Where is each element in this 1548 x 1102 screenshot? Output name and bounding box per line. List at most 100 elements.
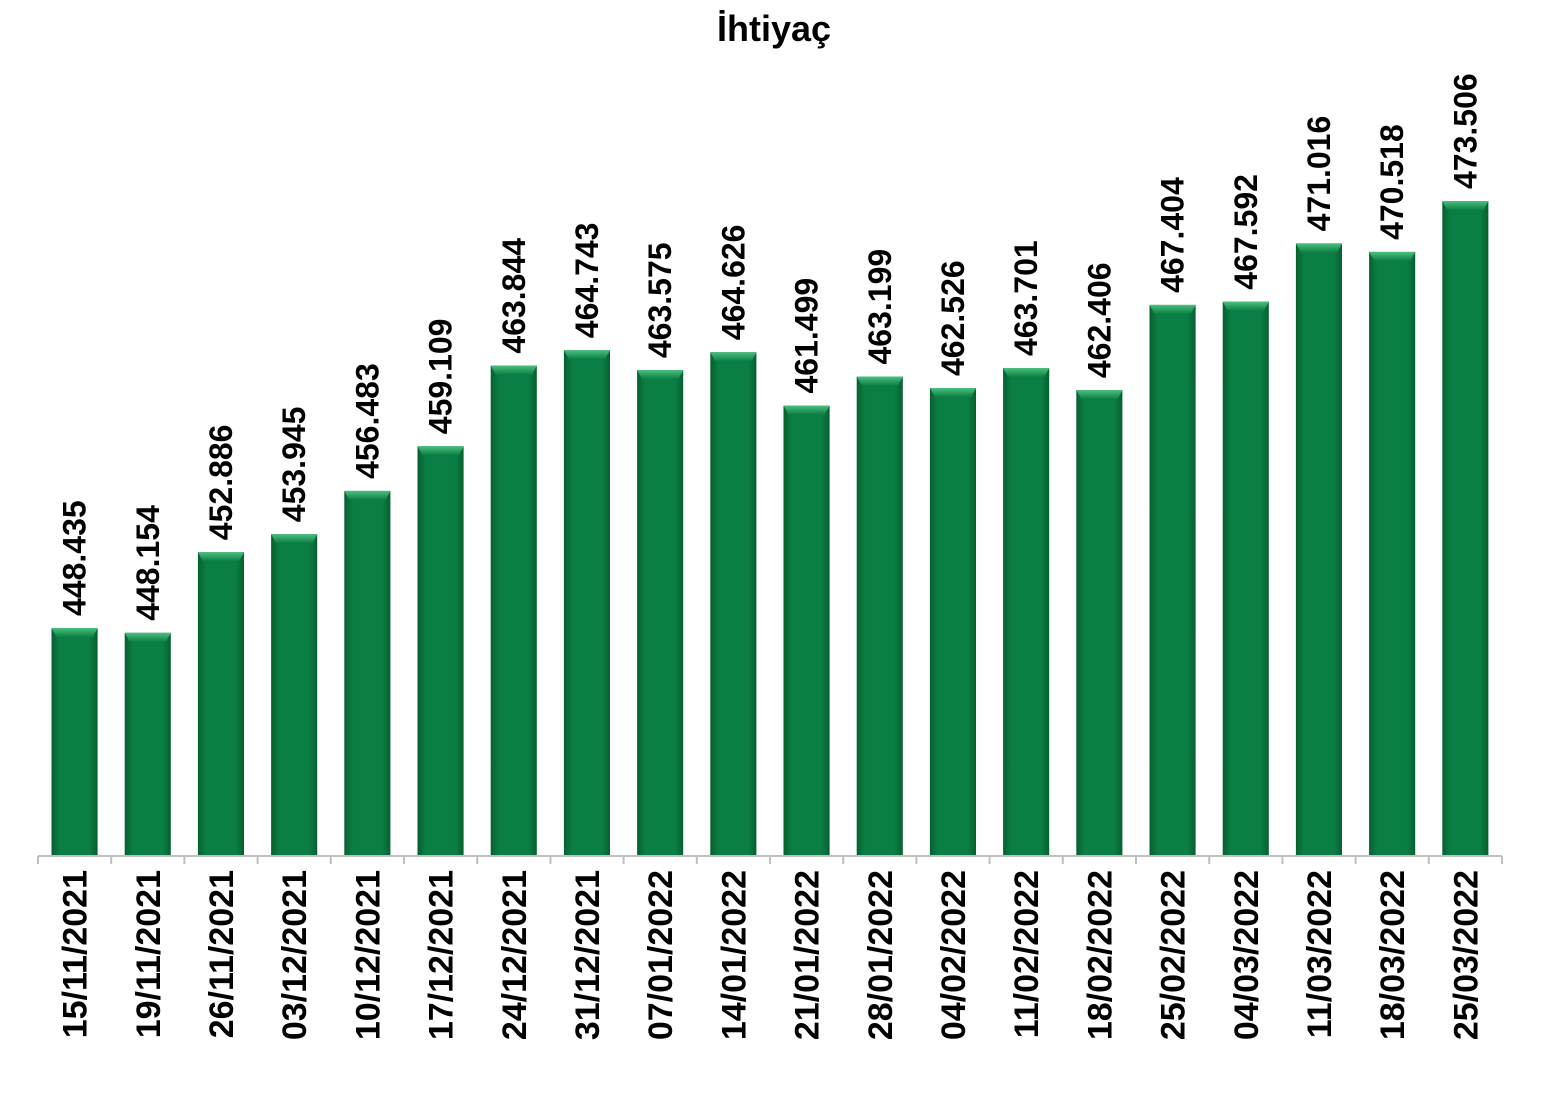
bar-13 [929,388,977,856]
value-label-17: 467.592 [1228,174,1264,290]
x-tick-label-13: 04/02/2022 [935,870,973,1040]
x-tick-label-2: 19/11/2021 [130,870,168,1038]
bar-8 [563,350,611,856]
bar-body [271,534,318,856]
x-tick-label-10: 14/01/2022 [715,870,753,1040]
bar-body [637,370,684,856]
value-label-13: 462.526 [935,260,971,376]
bar-1 [51,628,98,856]
bar-18 [1295,243,1343,856]
x-tick-label-4: 03/12/2021 [276,870,314,1040]
value-label-15: 462.406 [1081,262,1117,378]
bar-body [417,446,464,856]
bar-cap [344,490,391,500]
x-tick-label-9: 07/01/2022 [642,870,680,1040]
bar-4 [271,534,318,856]
bar-cap [490,365,537,375]
value-label-9: 463.575 [642,242,678,358]
bar-cap [124,632,171,642]
bar-19 [1369,251,1416,856]
bar-14 [1003,368,1050,856]
x-tick-label-1: 15/11/2021 [57,870,95,1038]
value-label-11: 461.499 [789,278,825,394]
value-label-12: 463.199 [862,249,898,365]
x-tick-label-18: 11/03/2022 [1301,870,1339,1038]
bar-12 [856,376,903,856]
bar-cap [1076,390,1123,400]
bar-body [344,490,391,856]
bar-body [783,405,830,856]
x-tick-label-11: 21/01/2022 [789,870,827,1040]
bar-body [1222,301,1269,856]
bar-cap [710,352,757,362]
bar-cap [1369,251,1416,261]
value-label-1: 448.435 [57,500,93,616]
value-label-5: 456.483 [349,363,385,479]
x-tick-label-12: 28/01/2022 [862,870,900,1040]
bar-6 [417,446,464,856]
value-label-18: 471.016 [1301,116,1337,232]
x-tick-labels: 15/11/2021 19/11/2021 26/11/2021 03/12/2021… [57,870,1486,1040]
bar-cap [1003,368,1050,377]
x-tick-label-8: 31/12/2021 [569,870,607,1040]
value-label-14: 463.701 [1008,240,1044,356]
bar-body [124,632,171,856]
bar-11 [783,405,830,856]
bar-16 [1149,304,1196,856]
bar-body [197,552,244,856]
bars-layer [51,201,1489,856]
x-tick-label-15: 18/02/2022 [1081,870,1119,1040]
x-tick-label-5: 10/12/2021 [349,870,387,1040]
bar-20 [1442,201,1489,856]
bar-10 [710,352,757,856]
bar-15 [1076,390,1123,856]
bar-cap [417,446,464,456]
bar-cap [856,376,903,386]
value-label-4: 453.945 [276,407,312,523]
value-label-7: 463.844 [496,238,532,354]
value-label-16: 467.404 [1155,177,1191,293]
bar-body [1295,243,1342,856]
x-tick-label-17: 04/03/2022 [1228,870,1266,1040]
bar-body [1003,368,1050,856]
bar-5 [344,490,391,856]
x-axis [37,855,1503,864]
chart-title: İhtiyaç [716,8,832,49]
x-tick-label-6: 17/12/2021 [423,870,461,1040]
bar-17 [1222,301,1269,856]
bar-body [1369,251,1416,856]
value-label-10: 464.626 [715,225,751,341]
bar-2 [124,632,171,856]
value-label-8: 464.743 [569,223,605,339]
bar-cap [1149,304,1196,314]
value-label-19: 470.518 [1374,124,1410,240]
bar-body [1076,390,1123,856]
bar-body [1149,304,1196,856]
value-label-3: 452.886 [203,425,239,541]
bar-body [856,376,903,856]
bar-body [563,350,610,856]
bar-cap [929,388,977,397]
bar-body [710,352,757,856]
value-label-6: 459.109 [423,319,459,435]
bar-cap [1442,201,1489,210]
bar-body [490,365,537,856]
value-label-2: 448.154 [130,505,166,621]
bar-9 [637,370,684,856]
bar-cap [1295,243,1343,253]
bar-body [51,628,98,856]
bar-cap [197,552,245,562]
x-tick-label-3: 26/11/2021 [203,870,241,1038]
bar-cap [51,628,98,637]
bar-cap [637,370,684,380]
x-tick-label-16: 25/02/2022 [1155,870,1193,1040]
bar-cap [271,534,318,544]
bar-cap [1222,301,1269,311]
bar-7 [490,365,537,856]
value-labels: 448.435 448.154 452.886 453.945 456.483 459.1… [57,73,1484,620]
x-tick-label-19: 18/03/2022 [1374,870,1412,1040]
x-tick-label-14: 11/02/2022 [1008,870,1046,1038]
bar-cap [783,405,830,415]
bar-3 [197,552,245,856]
